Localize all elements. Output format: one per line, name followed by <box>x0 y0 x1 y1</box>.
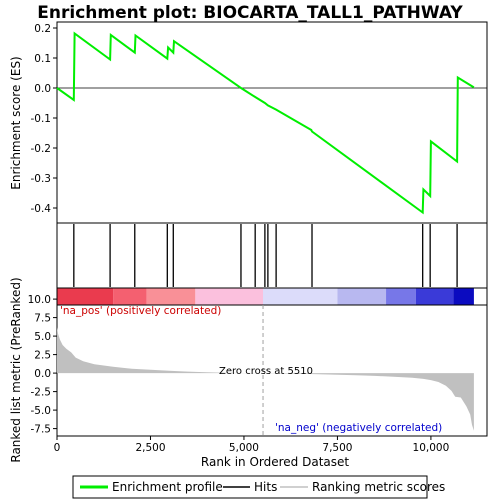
color-bar-segment <box>263 288 338 305</box>
legend: Enrichment profile Hits Ranking metric s… <box>72 475 445 499</box>
es-y-tick-label: -0.3 <box>31 173 52 185</box>
zero-cross-label: Zero cross at 5510 <box>219 366 313 377</box>
legend-metric-label: Ranking metric scores <box>312 480 445 494</box>
ranking-metric-area <box>57 327 474 431</box>
metric-y-tick-label: 2.5 <box>34 350 51 362</box>
rank-color-bar <box>57 288 474 305</box>
metric-y-tick-label: 5.0 <box>34 331 51 343</box>
color-bar-segment <box>195 288 264 305</box>
color-bar-segment <box>453 288 474 305</box>
color-bar-segment <box>415 288 454 305</box>
es-y-tick-label: 0.2 <box>34 23 51 35</box>
metric-y-tick-label: 7.5 <box>34 313 51 325</box>
x-tick-label: 2,500 <box>135 442 165 454</box>
es-y-axis: 0.2 0.1 0.0 -0.1 -0.2 -0.3 -0.4 <box>31 23 57 215</box>
es-axis-label: Enrichment score (ES) <box>9 56 23 189</box>
enrichment-profile-line <box>56 31 475 215</box>
color-bar-segment <box>146 288 196 305</box>
es-y-tick-label: -0.4 <box>31 203 52 215</box>
x-tick-label: 0 <box>54 442 61 454</box>
metric-y-tick-label: -2.5 <box>31 387 52 399</box>
metric-y-tick-label: 0.0 <box>34 368 51 380</box>
color-bar-segment <box>386 288 416 305</box>
metric-y-tick-label: -7.5 <box>31 424 52 436</box>
es-panel-frame <box>56 21 488 224</box>
color-bar-segment <box>113 288 147 305</box>
legend-enrichment-label: Enrichment profile <box>112 480 223 494</box>
color-bar-segment <box>57 288 114 305</box>
x-tick-label: 5,000 <box>229 442 259 454</box>
es-y-tick-label: -0.2 <box>31 143 52 155</box>
metric-axis-label: Ranked list metric (PreRanked) <box>9 277 23 462</box>
metric-y-tick-label: -5.0 <box>31 405 52 417</box>
es-y-tick-label: -0.1 <box>31 113 52 125</box>
x-axis-label: Rank in Ordered Dataset <box>201 455 349 469</box>
es-y-tick-label: 0.0 <box>34 83 51 95</box>
x-tick-label: 10,000 <box>413 442 450 454</box>
metric-y-axis: 10.0 7.5 5.0 2.5 0.0 -2.5 -5.0 -7.5 <box>28 294 57 436</box>
positive-correlation-label: 'na_pos' (positively correlated) <box>60 305 221 317</box>
negative-correlation-label: 'na_neg' (negatively correlated) <box>275 422 442 434</box>
color-bar-segment <box>337 288 387 305</box>
es-y-tick-label: 0.1 <box>34 53 51 65</box>
x-axis: 0 2,500 5,000 7,500 10,000 <box>54 436 450 454</box>
hits-markers <box>73 224 458 287</box>
metric-y-tick-label: 10.0 <box>28 294 51 306</box>
x-tick-label: 7,500 <box>322 442 352 454</box>
chart-title: Enrichment plot: BIOCARTA_TALL1_PATHWAY <box>37 3 463 23</box>
legend-hits-label: Hits <box>254 480 277 494</box>
